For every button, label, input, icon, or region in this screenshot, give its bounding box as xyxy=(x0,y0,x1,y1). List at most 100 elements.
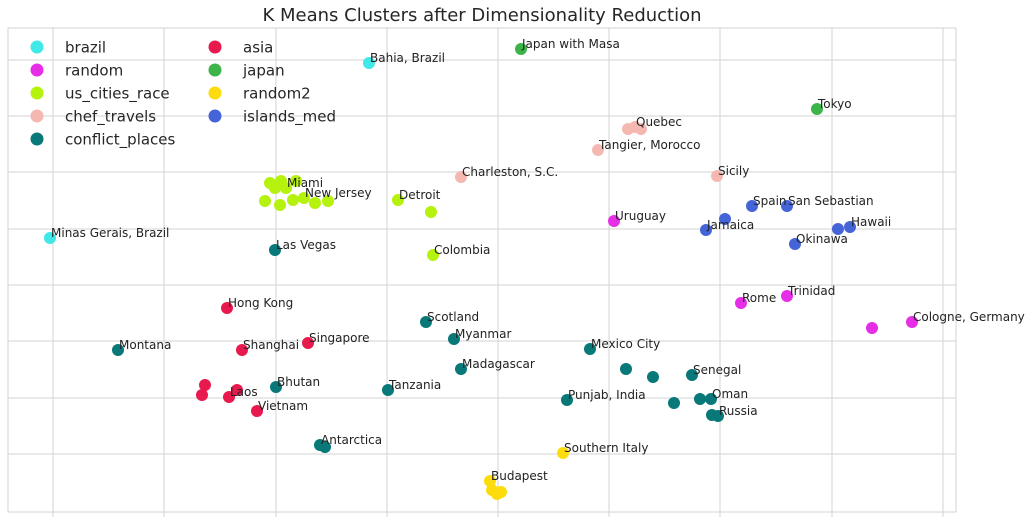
point-chef-travels xyxy=(635,123,647,135)
legend-label: random xyxy=(65,62,123,80)
point-us-cities-race xyxy=(309,197,321,209)
point-us-cities-race xyxy=(392,194,404,206)
point-islands-med xyxy=(781,200,793,212)
legend-item-random: random xyxy=(30,62,123,80)
point-random xyxy=(866,322,878,334)
point-label-colombia: Colombia xyxy=(434,243,490,257)
point-label-miami: Miami xyxy=(287,176,323,190)
point-label-oman: Oman xyxy=(712,387,748,401)
point-us-cities-race xyxy=(322,195,334,207)
data-points xyxy=(44,43,918,500)
point-label-trinidad: Trinidad xyxy=(787,284,835,298)
point-label-sicily: Sicily xyxy=(718,164,749,178)
point-conflict-places xyxy=(561,394,573,406)
grid xyxy=(8,28,956,512)
point-us-cities-race xyxy=(287,194,299,206)
point-asia xyxy=(199,379,211,391)
point-label-punjab-india: Punjab, India xyxy=(568,388,646,402)
point-conflict-places xyxy=(647,371,659,383)
legend-item-japan: japan xyxy=(208,62,285,80)
point-label-senegal: Senegal xyxy=(693,363,741,377)
point-random xyxy=(781,290,793,302)
point-label-jamaica: Jamaica xyxy=(706,218,754,232)
point-label-southern-italy: Southern Italy xyxy=(564,441,648,455)
point-japan xyxy=(515,43,527,55)
point-islands-med xyxy=(719,213,731,225)
legend: brazil random us_cities_race chef_travelsco… xyxy=(30,39,336,150)
point-conflict-places xyxy=(705,393,717,405)
point-asia xyxy=(223,391,235,403)
point-us-cities-race xyxy=(290,175,302,187)
point-us-cities-race xyxy=(280,182,292,194)
point-us-cities-race xyxy=(298,192,310,204)
point-asia xyxy=(231,384,243,396)
plot-background xyxy=(7,27,957,513)
point-conflict-places xyxy=(269,244,281,256)
point-islands-med xyxy=(832,223,844,235)
point-brazil xyxy=(44,232,56,244)
point-asia xyxy=(302,337,314,349)
point-label-san-sebastian: San Sebastian xyxy=(788,194,874,208)
point-labels: Bahia, Brazil Minas Gerais, Brazil Uruguay… xyxy=(51,37,1025,483)
legend-item-islands-med: islands_med xyxy=(208,108,336,127)
legend-marker xyxy=(208,63,222,77)
point-label-singapore: Singapore xyxy=(309,331,370,345)
point-chef-travels xyxy=(711,170,723,182)
point-label-hong-kong: Hong Kong xyxy=(228,296,293,310)
legend-label: japan xyxy=(242,62,285,80)
point-label-detroit: Detroit xyxy=(399,188,441,202)
legend-label: brazil xyxy=(65,39,106,57)
point-conflict-places xyxy=(319,441,331,453)
point-conflict-places xyxy=(620,363,632,375)
legend-label: conflict_places xyxy=(65,131,176,150)
point-random xyxy=(735,297,747,309)
point-random2 xyxy=(495,486,507,498)
point-brazil xyxy=(363,57,375,69)
point-islands-med xyxy=(700,224,712,236)
point-conflict-places xyxy=(694,393,706,405)
point-asia xyxy=(221,302,233,314)
legend-marker xyxy=(30,132,44,146)
point-random2 xyxy=(557,447,569,459)
point-label-russia: Russia xyxy=(719,404,758,418)
point-chef-travels xyxy=(455,171,467,183)
legend-item-conflict-places: conflict_places xyxy=(30,131,176,150)
point-us-cities-race xyxy=(427,249,439,261)
point-label-laos: Laos xyxy=(230,385,258,399)
legend-marker xyxy=(30,63,44,77)
point-label-minas-gerais-brazil: Minas Gerais, Brazil xyxy=(51,226,169,240)
point-random xyxy=(906,316,918,328)
point-conflict-places xyxy=(686,369,698,381)
point-label-las-vegas: Las Vegas xyxy=(276,238,336,252)
legend-label: asia xyxy=(243,39,273,57)
point-label-rome: Rome xyxy=(742,291,776,305)
point-label-budapest: Budapest xyxy=(491,469,548,483)
point-label-scotland: Scotland xyxy=(427,310,479,324)
point-label-mexico-city: Mexico City xyxy=(591,337,660,351)
point-conflict-places xyxy=(270,381,282,393)
chart-title: K Means Clusters after Dimensionality Re… xyxy=(262,5,701,26)
legend-label: chef_travels xyxy=(65,108,156,127)
point-label-madagascar: Madagascar xyxy=(462,357,535,371)
point-label-japan-with-masa: Japan with Masa xyxy=(521,37,620,51)
point-conflict-places xyxy=(112,344,124,356)
point-conflict-places xyxy=(382,384,394,396)
point-asia xyxy=(236,344,248,356)
point-label-tangier-morocco: Tangier, Morocco xyxy=(598,138,700,152)
legend-label: random2 xyxy=(243,85,311,103)
legend-item-asia: asia xyxy=(208,39,273,57)
point-islands-med xyxy=(789,238,801,250)
point-conflict-places xyxy=(584,343,596,355)
legend-label: islands_med xyxy=(243,108,336,127)
point-us-cities-race xyxy=(425,206,437,218)
point-asia xyxy=(251,405,263,417)
point-label-bhutan: Bhutan xyxy=(277,375,320,389)
legend-marker xyxy=(208,40,222,54)
legend-marker xyxy=(30,86,44,100)
point-label-tokyo: Tokyo xyxy=(817,97,852,111)
point-chef-travels xyxy=(592,144,604,156)
point-label-spain: Spain xyxy=(753,194,787,208)
legend-marker xyxy=(208,109,222,123)
point-us-cities-race xyxy=(274,199,286,211)
